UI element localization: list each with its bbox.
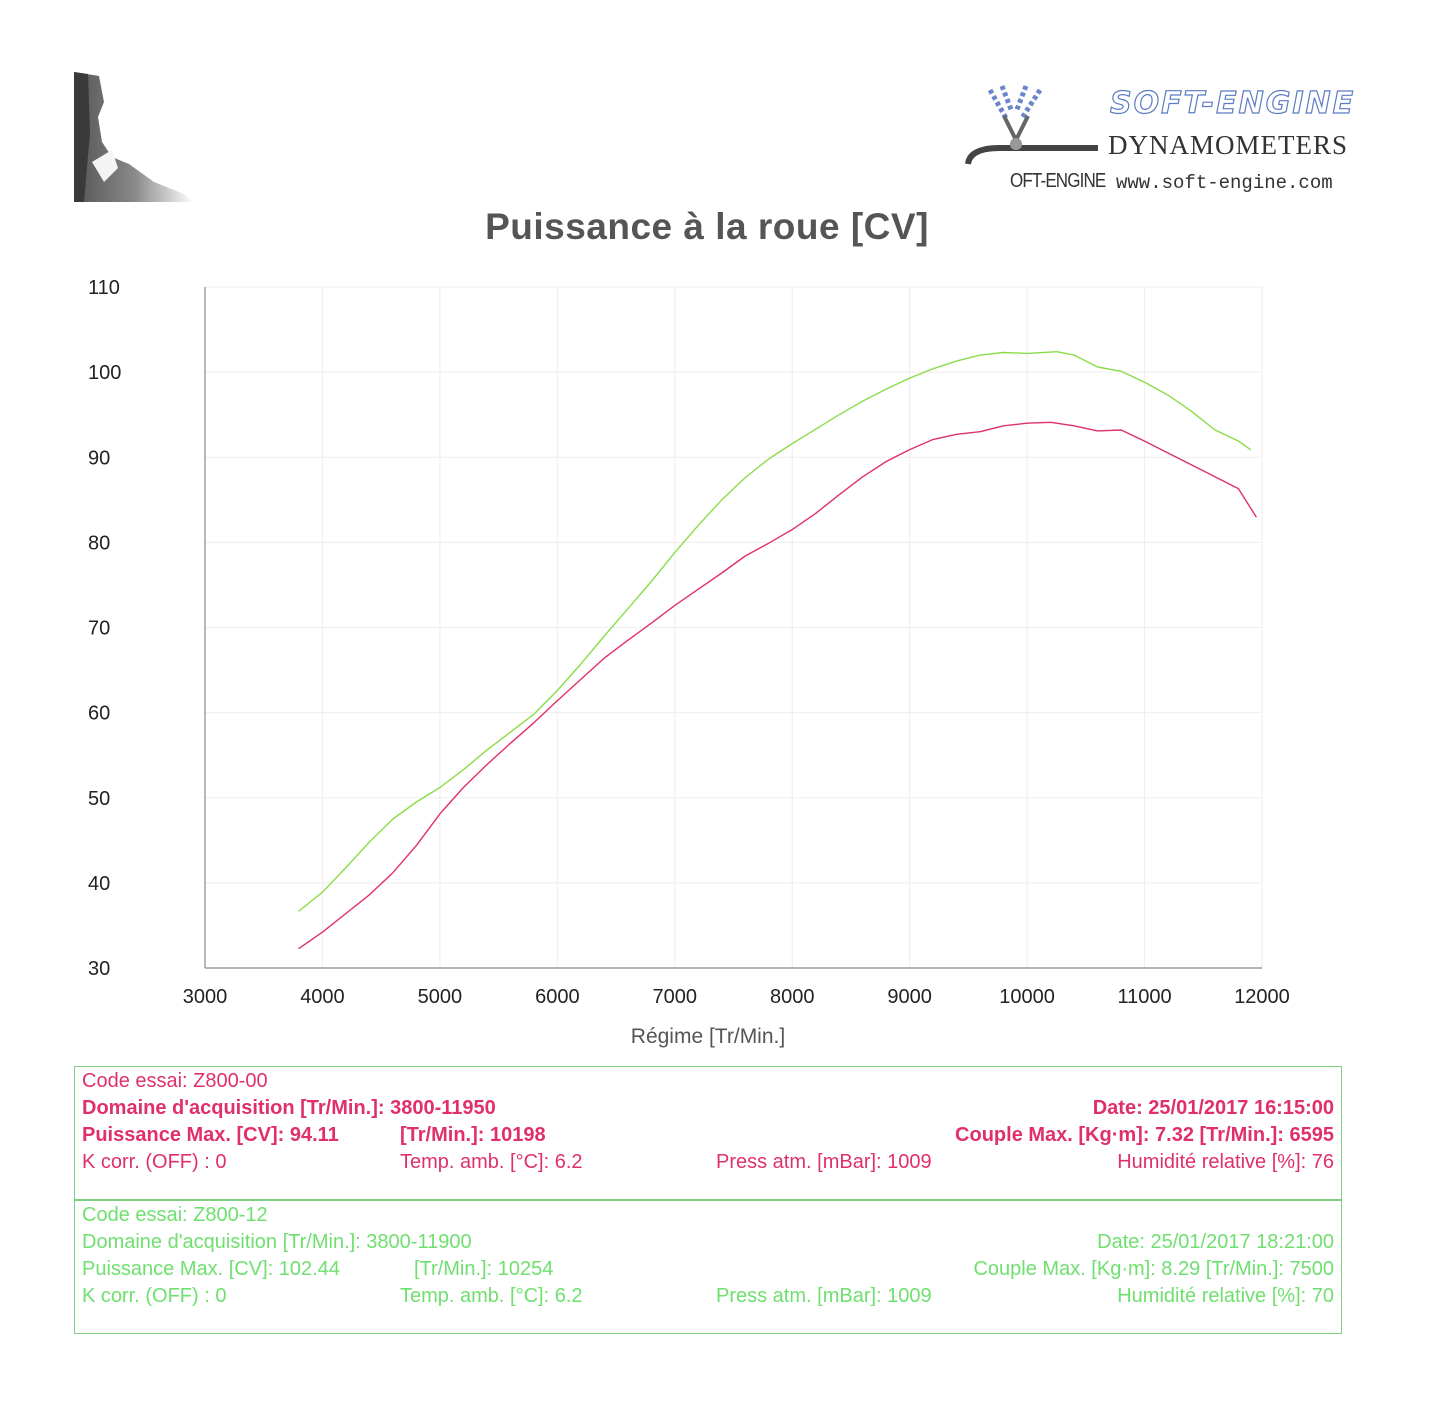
run1-line-2: Domaine d'acquisition [Tr/Min.]: 3800-11… xyxy=(82,1097,1334,1123)
x-tick-label-7000: 7000 xyxy=(653,986,698,1008)
y-tick-label-100: 100 xyxy=(88,362,121,384)
x-tick-label-5000: 5000 xyxy=(418,986,463,1008)
run1-power-rpm: [Tr/Min.]: 10198 xyxy=(400,1124,546,1146)
run2-press: Press atm. [mBar]: 1009 xyxy=(716,1285,932,1307)
y-tick-label-80: 80 xyxy=(88,532,110,554)
x-tick-label-6000: 6000 xyxy=(535,986,580,1008)
run2-line-2: Domaine d'acquisition [Tr/Min.]: 3800-11… xyxy=(82,1231,1334,1257)
run2-power-rpm: [Tr/Min.]: 10254 xyxy=(414,1258,554,1280)
brand-title: SOFT-ENGINE xyxy=(1109,85,1356,121)
grid-layer xyxy=(205,286,1263,968)
chart-title: Puissance à la roue [CV] xyxy=(485,206,929,247)
x-tick-label-11000: 11000 xyxy=(1117,986,1171,1008)
run1-humidity: Humidité relative [%]: 76 xyxy=(1117,1151,1334,1173)
run-info-box-1: Code essai: Z800-00 Domaine d'acquisitio… xyxy=(74,1066,1342,1200)
run2-line-1: Code essai: Z800-12 xyxy=(82,1204,1334,1230)
series-line-Z800-12 xyxy=(298,351,1252,912)
run1-power: Puissance Max. [CV]: 94.11 xyxy=(82,1124,339,1146)
run2-torque: Couple Max. [Kg·m]: 8.29 [Tr/Min.]: 7500 xyxy=(973,1258,1334,1280)
run2-code: Code essai: Z800-12 xyxy=(82,1204,268,1226)
run1-line-1: Code essai: Z800-00 xyxy=(82,1070,1334,1096)
tick-layer: 30 40 50 60 70 80 90 100 110 3000 4000 5000 6000 7000… xyxy=(88,277,1290,1008)
run-info-box-2: Code essai: Z800-12 Domaine d'acquisitio… xyxy=(74,1200,1342,1334)
run1-temp: Temp. amb. [°C]: 6.2 xyxy=(400,1151,583,1173)
run1-line-3: Puissance Max. [CV]: 94.11 [Tr/Min.]: 10… xyxy=(82,1124,1334,1150)
brand-emblem-icon xyxy=(965,85,1098,165)
x-tick-label-4000: 4000 xyxy=(300,986,345,1008)
y-tick-label-50: 50 xyxy=(88,788,110,810)
run2-date: Date: 25/01/2017 18:21:00 xyxy=(1097,1231,1334,1253)
series-layer xyxy=(298,351,1257,950)
y-tick-label-60: 60 xyxy=(88,703,110,725)
run2-humidity: Humidité relative [%]: 70 xyxy=(1117,1285,1334,1307)
x-tick-label-3000: 3000 xyxy=(183,986,228,1008)
run2-line-4: K corr. (OFF) : 0 Temp. amb. [°C]: 6.2 P… xyxy=(82,1285,1334,1311)
run2-power: Puissance Max. [CV]: 102.44 xyxy=(82,1258,340,1280)
y-tick-label-40: 40 xyxy=(88,873,110,895)
run2-temp: Temp. amb. [°C]: 6.2 xyxy=(400,1285,583,1307)
run2-line-3: Puissance Max. [CV]: 102.44 [Tr/Min.]: 1… xyxy=(82,1258,1334,1284)
run2-domain: Domaine d'acquisition [Tr/Min.]: 3800-11… xyxy=(82,1231,472,1253)
run1-press: Press atm. [mBar]: 1009 xyxy=(716,1151,932,1173)
brand-subtitle: DYNAMOMETERS xyxy=(1108,130,1349,160)
power-chart: 30 40 50 60 70 80 90 100 110 3000 4000 5000 6000 7000… xyxy=(88,277,1290,1048)
run1-line-4: K corr. (OFF) : 0 Temp. amb. [°C]: 6.2 P… xyxy=(82,1151,1334,1177)
x-tick-label-10000: 10000 xyxy=(999,986,1055,1008)
x-axis-label: Régime [Tr/Min.] xyxy=(631,1025,785,1048)
y-tick-label-110: 110 xyxy=(88,277,120,299)
series-line-Z800-00 xyxy=(298,421,1257,950)
corner-photo-logo xyxy=(74,72,194,202)
brand-logo: SOFT-ENGINE DYNAMOMETERS OFT-ENGINE www.… xyxy=(960,78,1380,198)
run1-domain: Domaine d'acquisition [Tr/Min.]: 3800-11… xyxy=(82,1097,496,1119)
x-tick-label-12000: 12000 xyxy=(1234,986,1290,1008)
brand-url[interactable]: www.soft-engine.com xyxy=(1116,172,1333,194)
x-tick-label-8000: 8000 xyxy=(770,986,815,1008)
run1-torque: Couple Max. [Kg·m]: 7.32 [Tr/Min.]: 6595 xyxy=(955,1124,1334,1146)
x-tick-label-9000: 9000 xyxy=(887,986,932,1008)
axis-layer xyxy=(204,287,1262,969)
run1-kcorr: K corr. (OFF) : 0 xyxy=(82,1151,227,1173)
run2-kcorr: K corr. (OFF) : 0 xyxy=(82,1285,227,1307)
y-tick-label-70: 70 xyxy=(88,618,110,640)
run1-code: Code essai: Z800-00 xyxy=(82,1070,268,1092)
y-tick-label-90: 90 xyxy=(88,447,110,469)
brand-short-name: OFT-ENGINE xyxy=(1010,170,1106,192)
y-tick-label-30: 30 xyxy=(88,958,110,980)
run1-date: Date: 25/01/2017 16:15:00 xyxy=(1092,1097,1334,1119)
